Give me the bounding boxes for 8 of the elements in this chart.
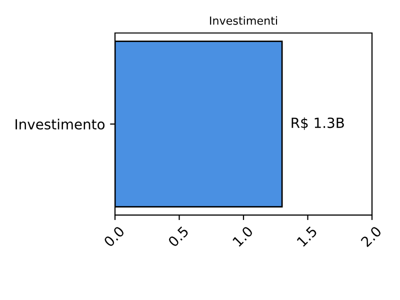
y-tick-label: Investimento xyxy=(16,118,105,130)
x-tick-label: 0.5 xyxy=(168,226,190,248)
data-label: R$ 1.3B xyxy=(292,117,344,130)
x-tick-label: 1.5 xyxy=(296,226,318,247)
x-tick-label: 2.0 xyxy=(360,226,382,248)
chart-title: Investimenti xyxy=(210,16,278,25)
x-tick-label: 0.0 xyxy=(103,226,126,248)
x-tick-label: 1.0 xyxy=(232,226,254,247)
